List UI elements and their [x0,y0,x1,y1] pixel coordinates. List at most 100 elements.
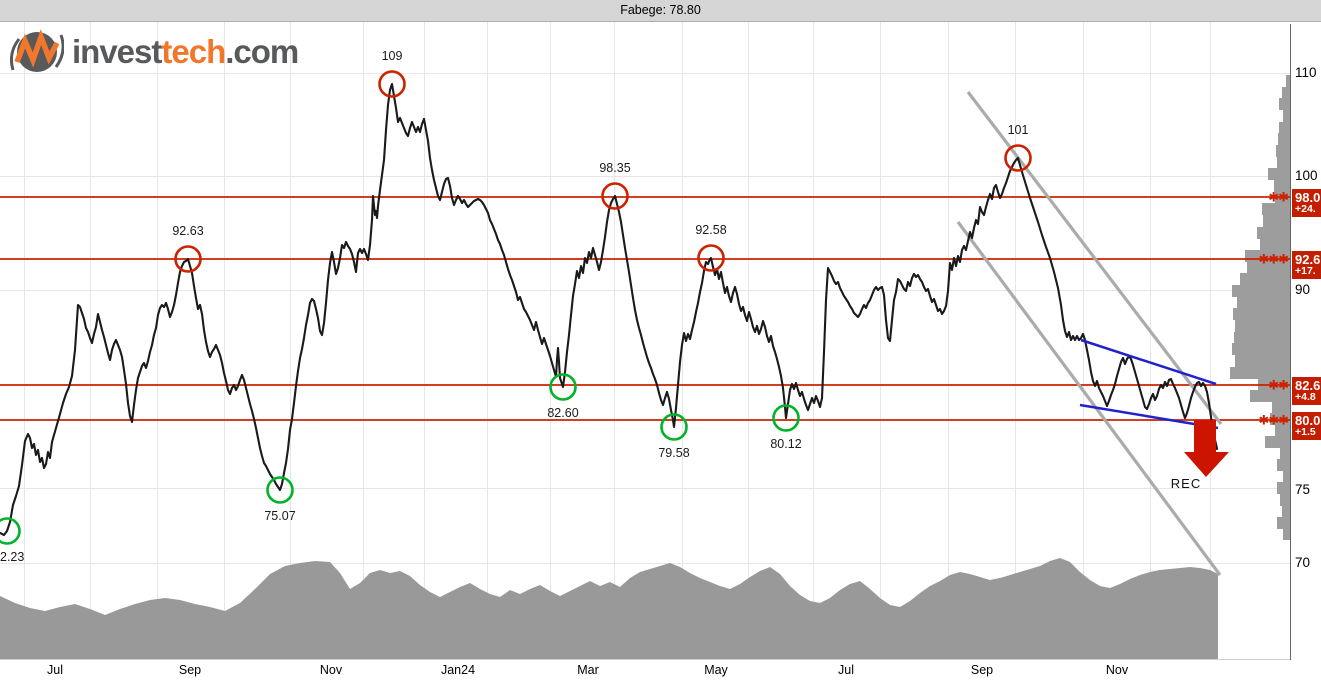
price-line [0,82,1219,537]
support-resistance-label: 92.6 +17. [1292,251,1321,279]
price-distribution-bar [1275,192,1290,204]
y-axis-tick-label: 70 [1295,555,1311,570]
sr-percent-distance: +17. [1295,265,1316,278]
x-axis-tick-label: Mar [577,663,599,677]
logo-text: investtech.com [72,33,299,71]
logo-text-com: .com [225,33,299,70]
sr-percent-distance: +4.8 [1295,391,1316,404]
x-axis-tick-label: Nov [1105,663,1129,677]
x-axis-tick-label: Jul [47,663,63,677]
star-rating: ✱✱ [1268,378,1288,393]
top-marker-circle [601,182,629,210]
price-distribution-bar [1230,367,1290,379]
bottom-price-annotation: 80.12 [770,437,802,451]
price-distribution-bar [1278,133,1290,145]
top-marker-circle [697,244,725,272]
y-axis-tick-label: 75 [1295,482,1311,497]
price-distribution-bar [1232,343,1290,355]
sr-percent-distance: +24. [1295,203,1316,216]
volume-area [0,558,1218,659]
price-distribution-bar [1275,424,1290,436]
x-axis-tick-label: Jan24 [440,663,476,677]
price-distribution-bar [1277,517,1290,529]
price-distribution-bar [1258,378,1290,390]
price-distribution-bar [1283,528,1290,540]
top-price-annotation: 109 [381,49,403,63]
price-distribution-bar [1280,494,1290,506]
rec-down-arrow [1184,420,1229,477]
price-distribution-bar [1265,436,1290,448]
price-distribution-bar [1235,355,1290,367]
bottom-price-annotation: 79.58 [658,446,690,460]
top-price-annotation: 92.63 [172,224,204,238]
price-distribution-bar [1277,482,1290,494]
price-distribution-bar [1286,75,1290,87]
sr-price-value: 80.0 [1295,413,1321,428]
star-rating: ✱✱ [1268,190,1288,205]
y-axis-tick-label: 110 [1295,65,1317,80]
price-distribution-bar [1234,332,1290,344]
y-axis-tick-label: 90 [1295,282,1311,297]
price-distribution-bar [1263,215,1290,227]
price-distribution-bar [1277,459,1290,471]
price-distribution-bar [1233,308,1290,320]
price-distribution-bar [1283,470,1290,482]
price-distribution-bar [1279,122,1290,134]
top-marker-circle [378,70,406,98]
top-price-annotation: 92.58 [695,223,727,237]
x-axis-tick-label: Nov [319,663,343,677]
y-axis-tick-label: 100 [1295,168,1318,183]
investtech-logo[interactable]: investtech.com [10,26,299,78]
price-distribution-bar [1274,180,1290,192]
sr-price-value: 98.0 [1295,190,1321,205]
sr-price-value: 82.6 [1295,378,1321,393]
top-marker-circle [174,245,202,273]
support-resistance-label: 80.0 +1.5 [1292,412,1321,440]
x-axis-tick-label: Sep [178,663,202,677]
price-distribution-bar [1240,273,1290,285]
gray-trendline [956,221,1222,576]
price-distribution-bar [1260,238,1290,250]
logo-icon [10,28,64,72]
price-distribution-bar [1257,227,1290,239]
sr-price-value: 92.6 [1295,252,1321,267]
price-distribution-bar [1262,203,1290,215]
bottom-marker-circle [549,373,577,401]
x-axis-tick-label: Sep [970,663,994,677]
x-axis-tick-label: May [704,663,728,677]
price-distribution-bar [1277,157,1290,169]
support-resistance-label: 82.6 +4.8 [1292,377,1321,405]
logo-text-tech: tech [161,33,226,70]
top-price-annotation: 101 [1007,123,1029,137]
bottom-marker-circle [0,517,21,545]
price-distribution-bar [1237,297,1290,309]
bottom-marker-circle [266,476,294,504]
price-distribution-bar [1272,401,1290,413]
top-price-annotation: 98.35 [599,161,631,175]
logo-text-invest: invest [72,33,162,70]
bottom-price-annotation: 2.23 [0,550,25,564]
price-distribution-bar [1270,413,1290,425]
price-distribution-bar [1268,168,1290,180]
instrument-title: Fabege: 78.80 [620,3,701,17]
title-bar: Fabege: 78.80 [0,0,1321,22]
price-distribution-bar [1247,262,1290,274]
star-rating: ✱✱✱ [1258,252,1288,267]
bottom-price-annotation: 82.60 [547,406,579,420]
star-rating: ✱✱✱ [1258,413,1288,428]
bottom-price-annotation: 75.07 [264,509,296,523]
recommendation-label: REC [1170,476,1202,491]
price-distribution-bar [1235,320,1290,332]
price-distribution-bar [1282,505,1290,517]
price-distribution-bar [1282,87,1290,99]
sr-percent-distance: +1.5 [1295,426,1316,439]
price-distribution-bar [1276,145,1290,157]
blue-wedge-line [1080,338,1217,386]
price-distribution-bar [1279,98,1290,110]
x-axis-tick-label: Jul [838,663,854,677]
price-distribution-bar [1283,110,1290,122]
price-distribution-bar [1232,285,1290,297]
top-marker-circle [1004,144,1032,172]
